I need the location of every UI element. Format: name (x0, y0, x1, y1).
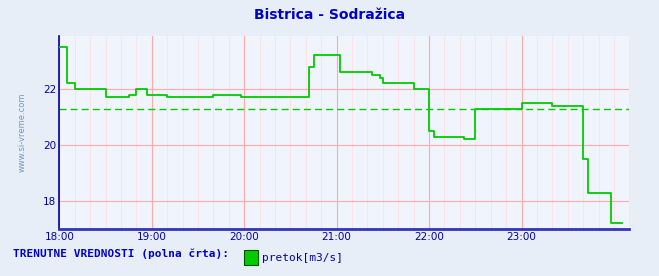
Text: Bistrica - Sodražica: Bistrica - Sodražica (254, 8, 405, 22)
Text: www.si-vreme.com: www.si-vreme.com (18, 93, 27, 172)
Text: pretok[m3/s]: pretok[m3/s] (262, 253, 343, 262)
Text: TRENUTNE VREDNOSTI (polna črta):: TRENUTNE VREDNOSTI (polna črta): (13, 248, 229, 259)
